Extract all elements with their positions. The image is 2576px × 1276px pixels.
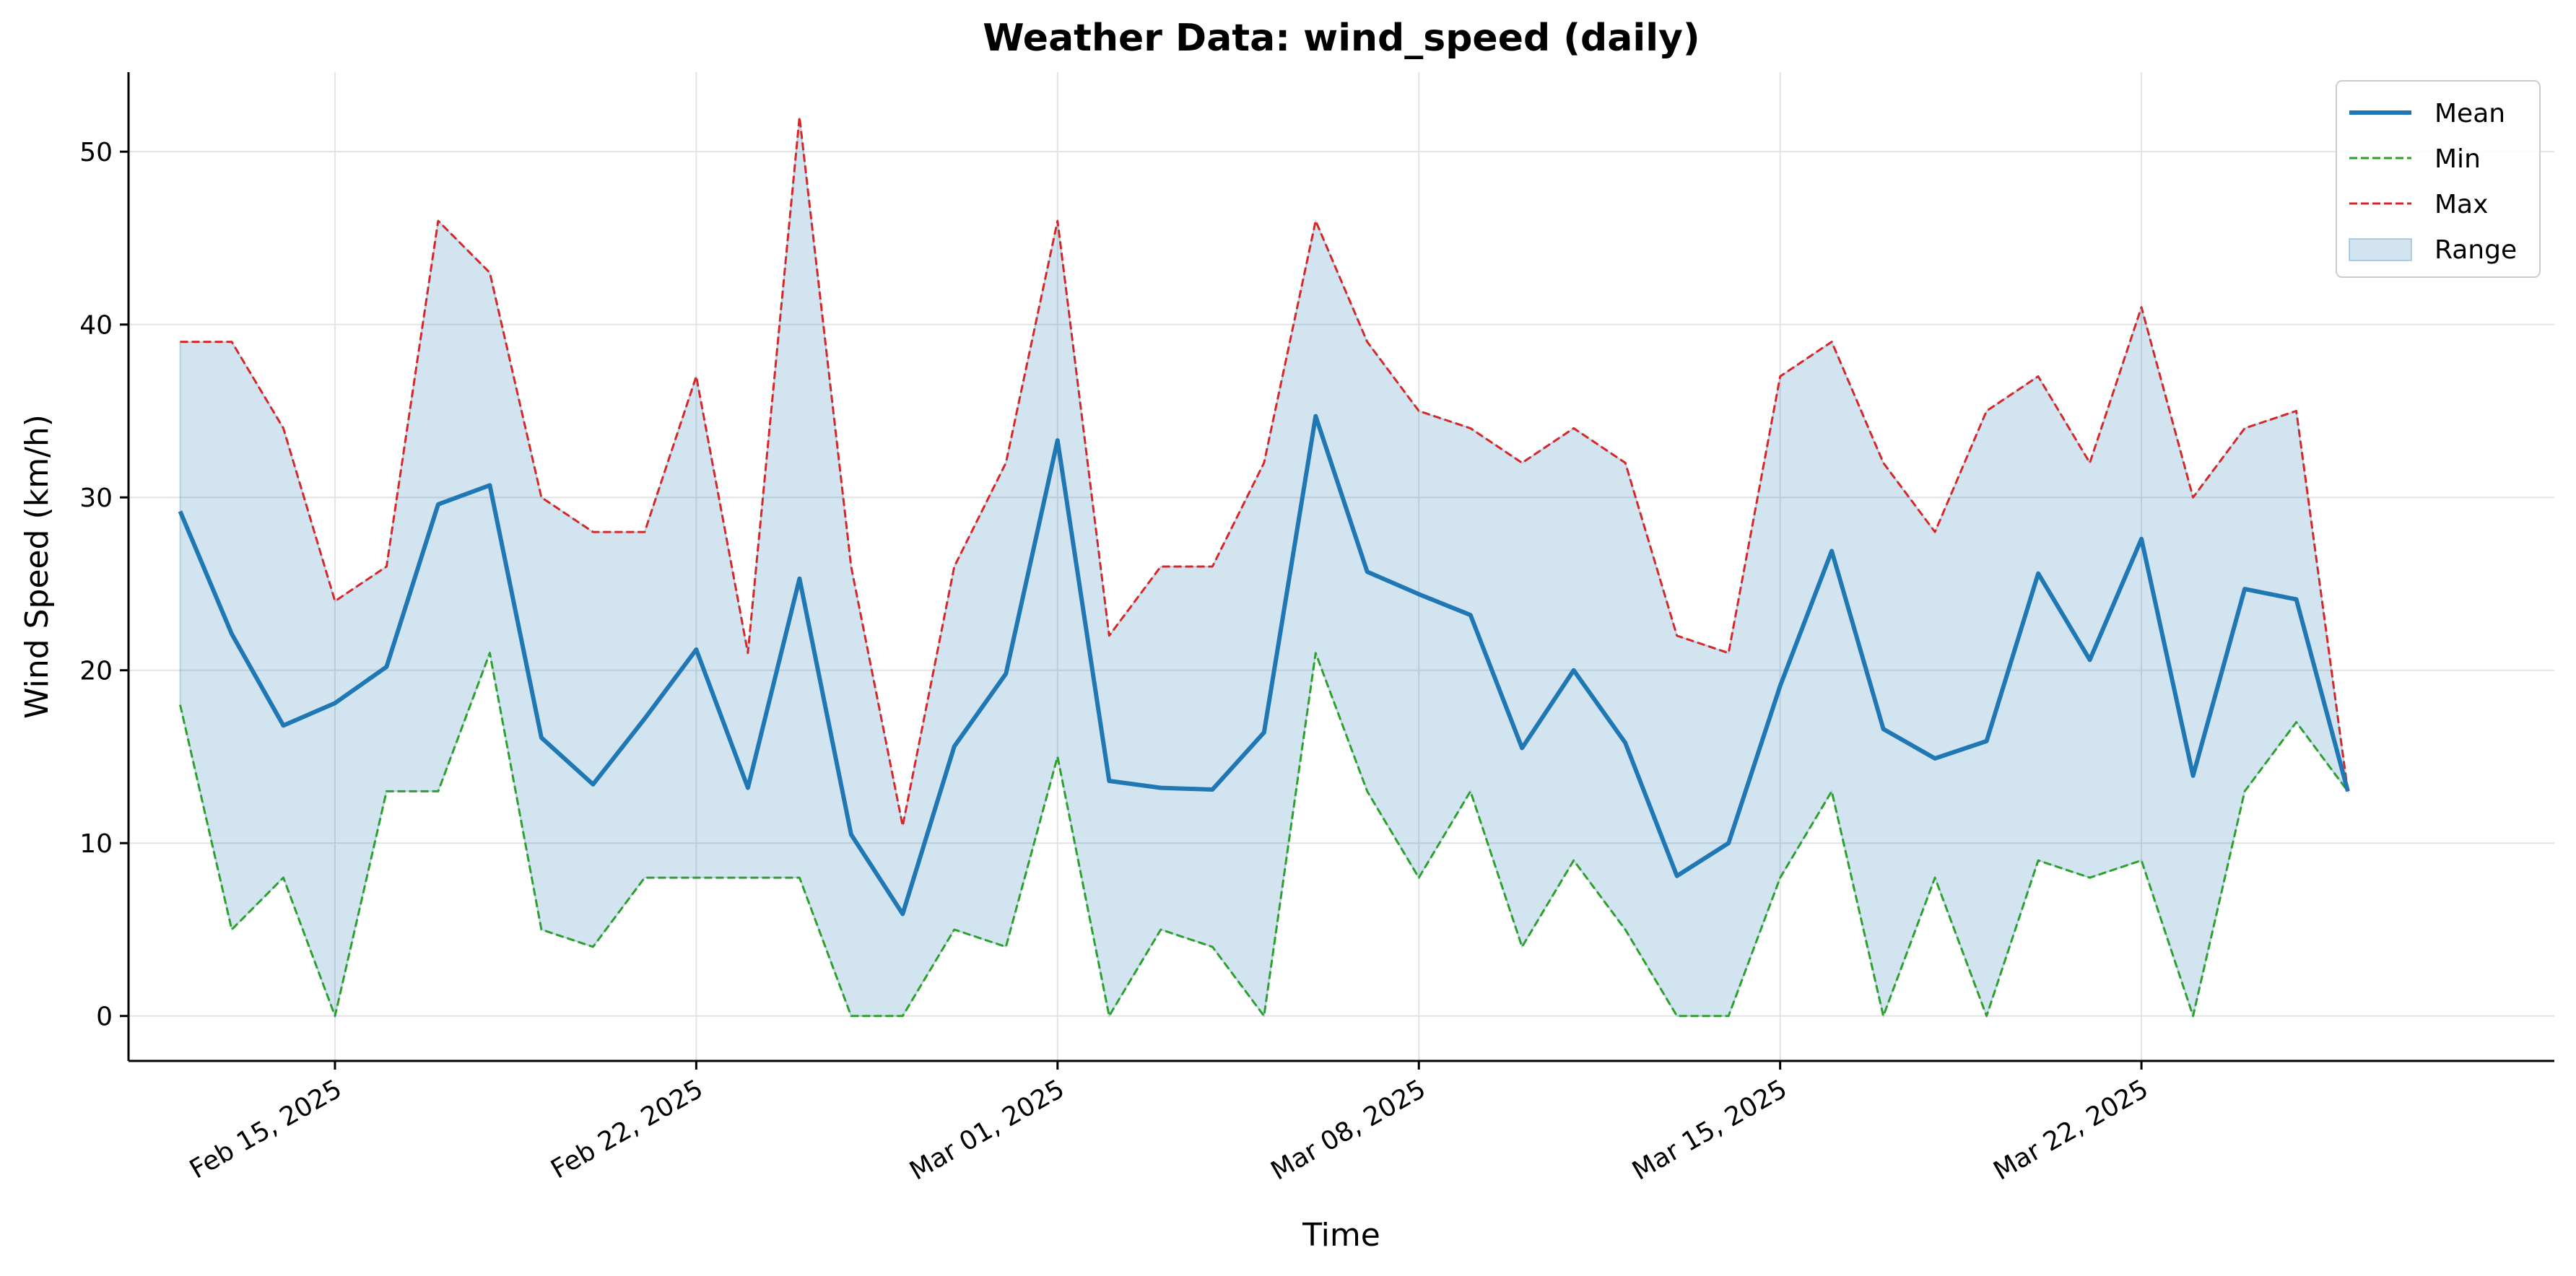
series-line-mean <box>178 414 2350 917</box>
chart-title: Weather Data: wind_speed (daily) <box>983 17 1700 60</box>
y-ticks: 0 10 20 30 40 50 <box>79 138 129 1032</box>
legend-swatch <box>2349 238 2412 261</box>
series-lines <box>178 115 2350 1018</box>
legend-item-mean: Mean <box>2349 99 2505 128</box>
y-tick-label: 20 <box>79 657 113 686</box>
legend-label: Range <box>2434 235 2517 265</box>
series-line-max <box>180 115 2349 827</box>
y-tick-label: 0 <box>96 1002 113 1032</box>
legend-label: Mean <box>2434 99 2505 128</box>
x-axis-label: Time <box>1302 1217 1380 1254</box>
y-tick-label: 10 <box>79 829 113 859</box>
y-tick-label: 50 <box>79 138 113 167</box>
y-tick-label: 40 <box>79 311 113 341</box>
y-axis-label: Wind Speed (km/h) <box>19 414 56 719</box>
legend-frame <box>2336 80 2541 278</box>
legend-item-range: Range <box>2349 235 2517 265</box>
legend-label: Max <box>2434 190 2488 219</box>
series-line-min <box>179 652 2349 1018</box>
legend-item-max: Max <box>2349 190 2488 219</box>
y-tick-label: 30 <box>79 484 113 513</box>
legend-label: Min <box>2434 144 2481 174</box>
legend-item-min: Min <box>2349 144 2481 174</box>
legend: Mean Min Max Range <box>2336 80 2541 278</box>
axes <box>127 72 2554 1062</box>
